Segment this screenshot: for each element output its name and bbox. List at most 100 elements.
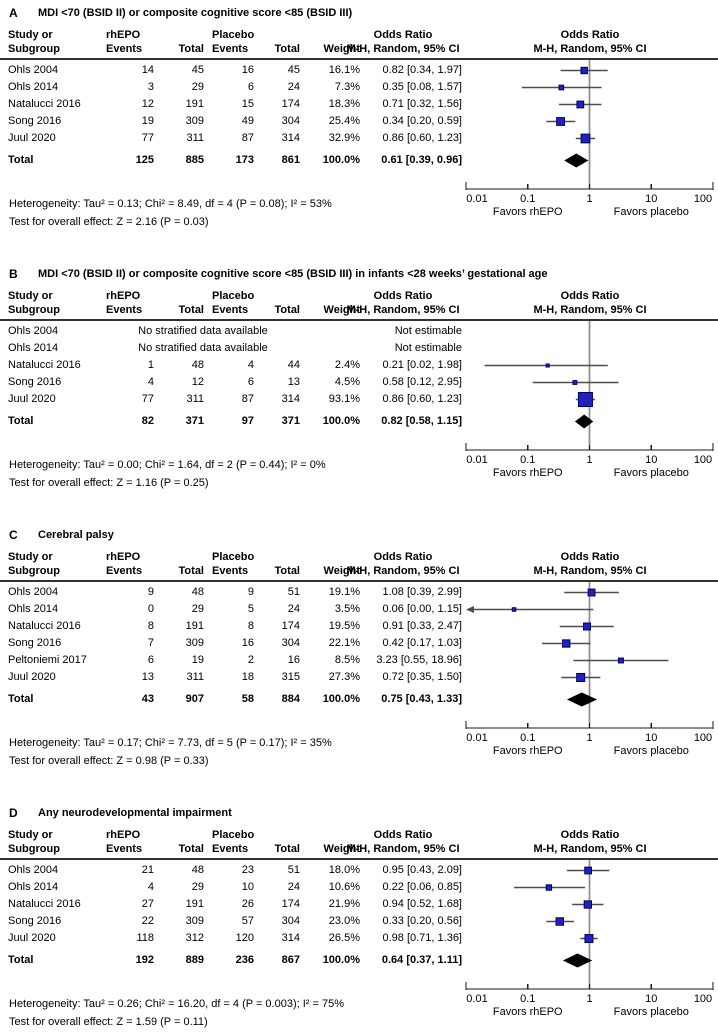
placebo-total: 51 (287, 864, 300, 876)
total-rhepo-events: 43 (141, 693, 154, 705)
favors-rhepo-label: Favors rhEPO (493, 206, 563, 218)
x-axis-tick-label: 10 (645, 454, 657, 466)
placebo-events: 16 (241, 637, 254, 649)
no-data-note: No stratified data available (138, 342, 268, 354)
panel-body: 0.01 0.1 1 10 100 Favors rhEPO Favors placebo O… (0, 60, 718, 234)
total-label: Total (8, 154, 34, 166)
rhepo-total: 309 (185, 637, 204, 649)
col-rhepo-events-header: Events (106, 565, 143, 577)
ci-marker-song-2016 (532, 380, 619, 385)
col-weight-header: Weight (323, 304, 360, 316)
total-row: Total 82 371 97 371 100.0% 0.82 [0.58, 1.15] (0, 413, 718, 430)
study-name: Ohls 2014 (8, 603, 59, 615)
study-name: Juul 2020 (8, 393, 56, 405)
x-axis-tick-label: 10 (645, 193, 657, 205)
rhepo-total: 311 (186, 132, 204, 144)
placebo-events: 87 (241, 132, 254, 144)
col-odds-ratio-method-header: M-H, Random, 95% CI (346, 43, 460, 55)
plot-odds-ratio-method-header: M-H, Random, 95% CI (533, 565, 647, 577)
odds-ratio-ci: 1.08 [0.39, 2.99] (382, 586, 462, 598)
weight: 21.9% (328, 898, 360, 910)
panel-body: 0.01 0.1 1 10 100 Favors rhEPO Favors placebo O… (0, 860, 718, 1034)
odds-ratio-ci: 0.94 [0.52, 1.68] (382, 898, 462, 910)
total-weight: 100.0% (322, 954, 360, 966)
placebo-total: 16 (287, 654, 300, 666)
col-study-header: Subgroup (8, 565, 60, 577)
header-rule (0, 319, 718, 321)
col-study-header: Study or (8, 829, 53, 841)
ci-marker-ohls-2014 (466, 606, 594, 613)
study-name: Ohls 2014 (8, 881, 59, 893)
panel-D: D Any neurodevelopmental impairment Study … (0, 804, 718, 1034)
col-rhepo-events-header: Events (106, 843, 143, 855)
weight: 4.5% (334, 376, 360, 388)
odds-ratio-ci: 0.34 [0.20, 0.59] (382, 115, 462, 127)
study-name: Song 2016 (8, 915, 62, 927)
study-row: Ohls 2014 4 29 10 24 10.6% 0.22 [0.06, 0.85] (0, 879, 718, 896)
placebo-events: 10 (241, 881, 254, 893)
placebo-events: 16 (241, 64, 254, 76)
x-axis-tick-label: 1 (586, 993, 592, 1005)
panel-label: A (9, 6, 18, 20)
odds-ratio-ci: 0.86 [0.60, 1.23] (382, 393, 462, 405)
rhepo-total: 29 (191, 881, 204, 893)
total-placebo-events: 236 (235, 954, 254, 966)
ci-marker-ohls-2014 (521, 84, 602, 91)
weight: 22.1% (328, 637, 360, 649)
placebo-events: 15 (241, 98, 254, 110)
weight: 93.1% (328, 393, 360, 405)
rhepo-total: 45 (191, 64, 204, 76)
effect-marker (580, 133, 591, 144)
rhepo-events: 4 (147, 881, 154, 893)
weight: 10.6% (328, 881, 360, 893)
plot-odds-ratio-method-header: M-H, Random, 95% CI (533, 304, 647, 316)
favors-placebo-label: Favors placebo (614, 206, 689, 218)
ci-marker-ohls-2004 (564, 588, 619, 597)
col-rhepo-total-header: Total (178, 304, 204, 316)
col-study-header: Subgroup (8, 43, 60, 55)
rhepo-total: 309 (185, 115, 204, 127)
favors-rhepo-label: Favors rhEPO (493, 1006, 563, 1018)
total-odds-ratio-ci: 0.61 [0.39, 0.96] (381, 154, 462, 166)
weight: 23.0% (328, 915, 360, 927)
favors-rhepo-label: Favors rhEPO (493, 467, 563, 479)
rhepo-events: 14 (141, 64, 154, 76)
panel-title-row: B MDI <70 (BSID II) or composite cognitiv… (0, 265, 718, 285)
forest-plot-D: 0.01 0.1 1 10 100 Favors rhEPO Favors placebo (465, 860, 714, 1018)
total-weight: 100.0% (322, 154, 360, 166)
study-row: Ohls 2004 No stratified data available Not… (0, 323, 718, 340)
total-odds-ratio-ci: 0.64 [0.37, 1.11] (381, 954, 462, 966)
placebo-total: 24 (287, 881, 300, 893)
total-rhepo-events: 125 (135, 154, 154, 166)
odds-ratio-ci: 0.91 [0.33, 2.47] (382, 620, 462, 632)
placebo-total: 314 (281, 132, 300, 144)
rhepo-total: 48 (191, 864, 204, 876)
rhepo-total: 311 (186, 671, 204, 683)
effect-marker (580, 66, 588, 75)
col-odds-ratio-header: Odds Ratio (373, 290, 433, 302)
x-axis-tick-label: 100 (694, 193, 712, 205)
stats-footer: Heterogeneity: Tau² = 0.13; Chi² = 8.49,… (9, 195, 332, 231)
placebo-total: 24 (287, 603, 300, 615)
col-placebo-total-header: Total (274, 304, 300, 316)
effect-marker (555, 917, 565, 926)
total-placebo-total: 371 (281, 415, 300, 427)
placebo-total: 45 (287, 64, 300, 76)
rhepo-events: 21 (141, 864, 154, 876)
placebo-events: 23 (241, 864, 254, 876)
weight: 18.0% (328, 864, 360, 876)
placebo-events: 4 (247, 359, 254, 371)
study-name: Song 2016 (8, 376, 62, 388)
study-name: Natalucci 2016 (8, 359, 81, 371)
panel-title-row: C Cerebral palsy (0, 526, 718, 546)
ci-marker-song-2016 (546, 117, 576, 126)
total-placebo-events: 97 (241, 415, 254, 427)
study-row: Ohls 2004 9 48 9 51 19.1% 1.08 [0.39, 2.99] (0, 584, 718, 601)
total-diamond (564, 153, 589, 168)
col-weight-header: Weight (323, 43, 360, 55)
rhepo-events: 13 (141, 671, 154, 683)
rhepo-events: 9 (147, 586, 154, 598)
x-axis-tick-label: 0.01 (466, 993, 487, 1005)
placebo-total: 315 (281, 671, 300, 683)
